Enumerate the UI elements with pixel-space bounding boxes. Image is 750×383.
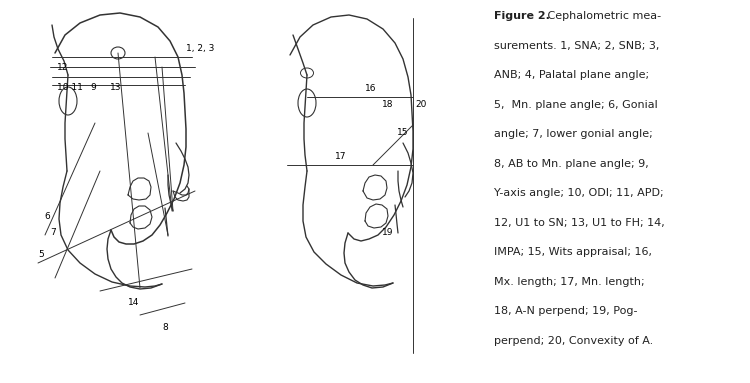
Text: angle; 7, lower gonial angle;: angle; 7, lower gonial angle;	[494, 129, 652, 139]
Text: 8: 8	[162, 323, 168, 332]
Text: 19: 19	[382, 228, 393, 237]
Text: 13: 13	[110, 83, 122, 92]
Text: 5,  Mn. plane angle; 6, Gonial: 5, Mn. plane angle; 6, Gonial	[494, 100, 657, 110]
Text: 14: 14	[128, 298, 140, 307]
Text: 9: 9	[90, 83, 96, 92]
Text: IMPA; 15, Wits appraisal; 16,: IMPA; 15, Wits appraisal; 16,	[494, 247, 652, 257]
Text: Y-axis angle; 10, ODI; 11, APD;: Y-axis angle; 10, ODI; 11, APD;	[494, 188, 663, 198]
Text: Cephalometric mea-: Cephalometric mea-	[544, 11, 662, 21]
Text: surements. 1, SNA; 2, SNB; 3,: surements. 1, SNA; 2, SNB; 3,	[494, 41, 658, 51]
Text: 16: 16	[365, 84, 376, 93]
Text: Mx. length; 17, Mn. length;: Mx. length; 17, Mn. length;	[494, 277, 644, 287]
Text: perpend; 20, Convexity of A.: perpend; 20, Convexity of A.	[494, 336, 652, 346]
Text: 10 11: 10 11	[57, 83, 82, 92]
Text: Figure 2.: Figure 2.	[494, 11, 549, 21]
Text: 18: 18	[382, 100, 393, 109]
Text: 1, 2, 3: 1, 2, 3	[186, 44, 214, 53]
Text: 7: 7	[50, 228, 56, 237]
Text: 8, AB to Mn. plane angle; 9,: 8, AB to Mn. plane angle; 9,	[494, 159, 648, 169]
Text: 6: 6	[44, 212, 50, 221]
Text: 18, A-N perpend; 19, Pog-: 18, A-N perpend; 19, Pog-	[494, 306, 637, 316]
Text: ANB; 4, Palatal plane angle;: ANB; 4, Palatal plane angle;	[494, 70, 649, 80]
Text: 12, U1 to SN; 13, U1 to FH; 14,: 12, U1 to SN; 13, U1 to FH; 14,	[494, 218, 664, 228]
Text: 17: 17	[335, 152, 346, 161]
Text: 20: 20	[415, 100, 426, 109]
Text: 12: 12	[57, 63, 68, 72]
Text: 15: 15	[397, 128, 408, 137]
Text: 5: 5	[38, 250, 44, 259]
